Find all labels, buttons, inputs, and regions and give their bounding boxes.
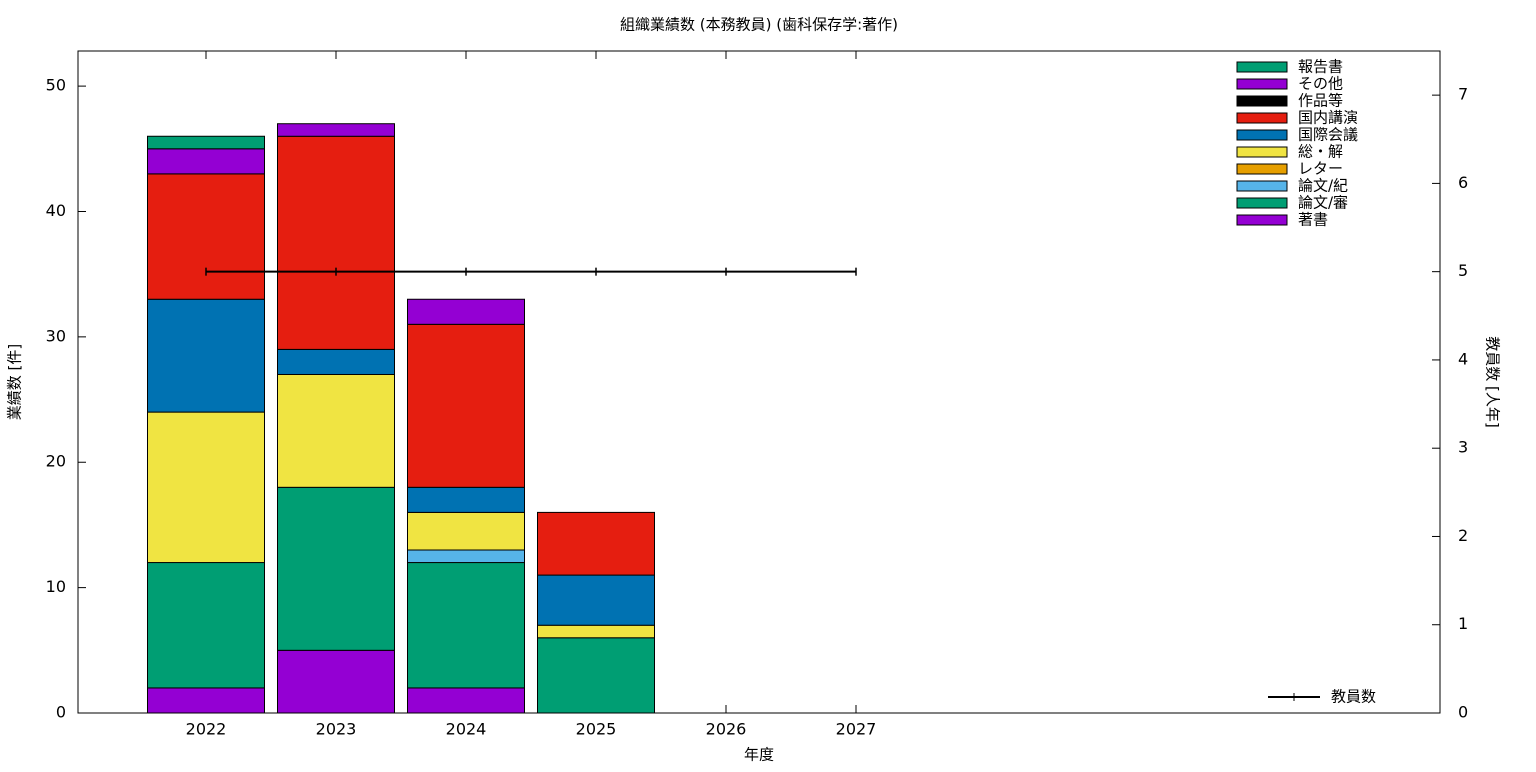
- bar-segment: [407, 687, 525, 714]
- x-tick-label: 2022: [186, 720, 227, 739]
- bar-segment: [407, 486, 525, 513]
- legend-label: 論文/紀: [1298, 177, 1348, 195]
- legend-swatch: [1236, 180, 1288, 192]
- legend-swatch: [1236, 146, 1288, 158]
- y2-tick-label: 2: [1458, 526, 1468, 545]
- legend-label: 教員数: [1331, 688, 1376, 706]
- y2-tick-label: 1: [1458, 614, 1468, 633]
- y-tick-label: 40: [46, 201, 66, 220]
- bar-segment: [277, 649, 395, 714]
- bar-segment: [277, 348, 395, 375]
- legend-label: 論文/審: [1298, 194, 1348, 212]
- y-tick-label: 20: [46, 452, 66, 471]
- bar-segment: [277, 123, 395, 137]
- y2-tick-label: 6: [1458, 173, 1468, 192]
- legend-swatch: [1236, 197, 1288, 209]
- bar-segment: [277, 135, 395, 350]
- bar-segment: [147, 411, 265, 564]
- legend-swatch: [1236, 163, 1288, 175]
- legend-swatch: [1236, 129, 1288, 141]
- bar-segment: [407, 562, 525, 689]
- x-tick-label: 2027: [836, 720, 877, 739]
- bar-segment: [277, 486, 395, 651]
- y2-tick-label: 3: [1458, 438, 1468, 457]
- bar-segment: [147, 135, 265, 150]
- y-tick-label: 50: [46, 76, 66, 95]
- legend-label: レター: [1298, 160, 1343, 178]
- y-tick-label: 10: [46, 577, 66, 596]
- bar-segment: [147, 687, 265, 714]
- chart-title: 組織業績数 (本務教員) (歯科保存学:著作): [620, 16, 898, 34]
- x-tick-label: 2025: [576, 720, 617, 739]
- legend-swatch: [1236, 95, 1288, 107]
- bar-segment: [537, 574, 655, 626]
- y2-tick-label: 7: [1458, 85, 1468, 104]
- y2-tick-label: 4: [1458, 349, 1468, 368]
- bar-segment: [537, 637, 655, 714]
- legend-swatch: [1236, 61, 1288, 73]
- x-tick-label: 2024: [446, 720, 487, 739]
- plot-frame: [77, 50, 1441, 714]
- legend-label: 総・解: [1298, 143, 1343, 161]
- bar-segment: [407, 298, 525, 325]
- y2-tick-label: 0: [1458, 703, 1468, 722]
- legend-label: 国内講演: [1298, 109, 1358, 127]
- legend-swatch: [1236, 214, 1288, 226]
- x-tick-label: 2023: [316, 720, 357, 739]
- y-tick-label: 0: [56, 703, 66, 722]
- legend-swatch: [1236, 112, 1288, 124]
- bar-segment: [277, 373, 395, 488]
- bar-segment: [407, 323, 525, 488]
- y2-tick-label: 5: [1458, 261, 1468, 280]
- bar-segment: [147, 562, 265, 689]
- y2-axis-label: 教員数 [人年]: [1484, 336, 1502, 427]
- x-tick-label: 2026: [706, 720, 747, 739]
- bar-segment: [407, 511, 525, 551]
- bar-segment: [537, 624, 655, 639]
- legend-label: 報告書: [1298, 58, 1343, 76]
- bar-segment: [147, 298, 265, 413]
- legend-swatch: [1236, 78, 1288, 90]
- y-tick-label: 30: [46, 326, 66, 345]
- legend-label: 作品等: [1298, 92, 1343, 110]
- bar-segment: [147, 148, 265, 175]
- legend-label: 著書: [1298, 211, 1328, 229]
- legend-label: 国際会議: [1298, 126, 1358, 144]
- bar-segment: [407, 549, 525, 564]
- legend-label: その他: [1298, 75, 1343, 93]
- bar-segment: [537, 511, 655, 576]
- bar-segment: [147, 173, 265, 300]
- y-axis-label: 業績数 [件]: [6, 344, 24, 420]
- x-axis-label: 年度: [744, 746, 774, 764]
